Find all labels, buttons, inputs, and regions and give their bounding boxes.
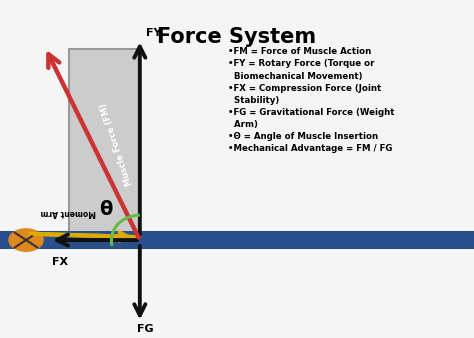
Text: Muscle Force (FM): Muscle Force (FM) — [99, 101, 134, 186]
Text: FX: FX — [52, 257, 68, 267]
Text: FG: FG — [137, 324, 154, 334]
Text: Moment Arm: Moment Arm — [41, 208, 97, 217]
Circle shape — [9, 229, 43, 251]
Bar — [69, 49, 140, 240]
Bar — [0, 232, 474, 249]
Text: •FM = Force of Muscle Action
•FY = Rotary Force (Torque or
  Biomechanical Movem: •FM = Force of Muscle Action •FY = Rotar… — [228, 47, 394, 153]
Text: FY: FY — [146, 28, 161, 38]
Text: Force System: Force System — [157, 27, 317, 47]
Text: θ: θ — [100, 200, 113, 219]
